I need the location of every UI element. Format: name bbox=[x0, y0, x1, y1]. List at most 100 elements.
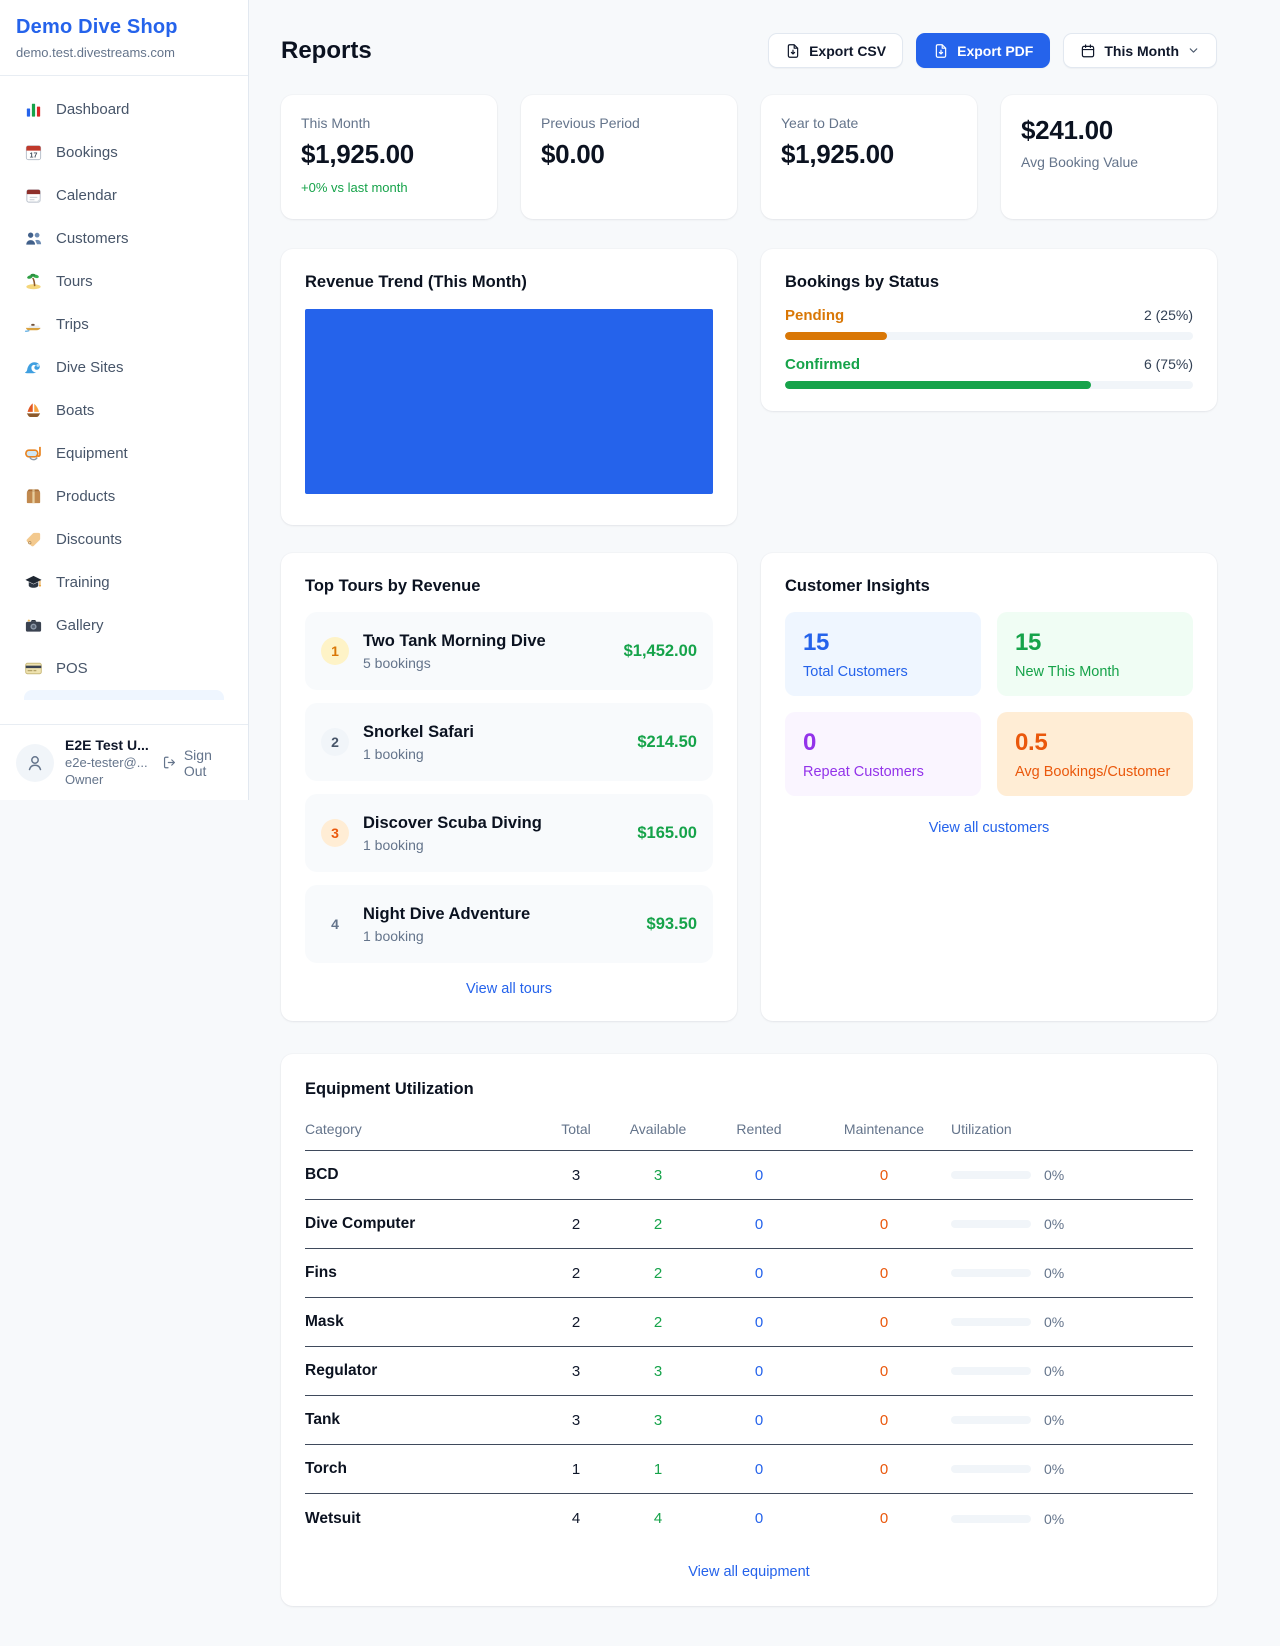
insight-label: Avg Bookings/Customer bbox=[1015, 764, 1171, 780]
period-dropdown[interactable]: This Month bbox=[1063, 33, 1217, 68]
main-content: Reports Export CSV Export PDF This Month… bbox=[249, 0, 1280, 1646]
utilization-bar-track bbox=[951, 1367, 1031, 1375]
tour-revenue: $165.00 bbox=[637, 823, 697, 842]
equipment-rented: 0 bbox=[754, 1264, 764, 1282]
tour-rows: 1 Two Tank Morning Dive 5 bookings $1,45… bbox=[305, 612, 713, 963]
tour-bookings: 5 bookings bbox=[363, 654, 431, 671]
sidebar-item-customers[interactable]: Customers bbox=[12, 217, 236, 260]
utilization-percent: 0% bbox=[1044, 1461, 1065, 1477]
sidebar-item-products[interactable]: Products bbox=[12, 475, 236, 518]
sidebar-item-label: Dashboard bbox=[56, 101, 130, 118]
top-tours-title: Top Tours by Revenue bbox=[305, 577, 481, 595]
equipment-category: Regulator bbox=[305, 1362, 378, 1379]
export-csv-button[interactable]: Export CSV bbox=[768, 33, 904, 68]
sidebar-item-equipment[interactable]: Equipment bbox=[12, 432, 236, 475]
status-progress-track bbox=[785, 332, 1193, 340]
export-pdf-button[interactable]: Export PDF bbox=[916, 33, 1051, 68]
charts-row: Revenue Trend (This Month) Bookings by S… bbox=[281, 249, 1217, 525]
utilization-percent: 0% bbox=[1044, 1510, 1065, 1527]
utilization-bar-track bbox=[951, 1220, 1031, 1228]
sidebar-item-label: Equipment bbox=[56, 445, 128, 462]
sidebar-item-trips[interactable]: Trips bbox=[12, 303, 236, 346]
equipment-available: 2 bbox=[653, 1313, 663, 1331]
utilization-percent: 0% bbox=[1044, 1363, 1065, 1379]
equipment-rented: 0 bbox=[754, 1510, 764, 1527]
status-progress-fill bbox=[785, 332, 887, 340]
customer-insights-title: Customer Insights bbox=[785, 577, 930, 595]
utilization-percent: 0% bbox=[1044, 1412, 1065, 1428]
sidebar-item-boats[interactable]: Boats bbox=[12, 389, 236, 432]
sidebar-item-calendar[interactable]: Calendar bbox=[12, 174, 236, 217]
sidebar-item-label: Gallery bbox=[56, 617, 104, 634]
revenue-trend-chart bbox=[305, 309, 713, 494]
credit-card-icon bbox=[24, 659, 43, 678]
sidebar-item-tours[interactable]: Tours bbox=[12, 260, 236, 303]
insight-tile: 15 Total Customers bbox=[785, 612, 981, 696]
equipment-total: 2 bbox=[571, 1313, 581, 1331]
utilization-bar-track bbox=[951, 1171, 1031, 1179]
speedboat-icon bbox=[24, 315, 43, 334]
sidebar-item-gallery[interactable]: Gallery bbox=[12, 604, 236, 647]
stat-card-avg-booking-value: $241.00 Avg Booking Value bbox=[1001, 95, 1217, 219]
equipment-maintenance: 0 bbox=[879, 1460, 889, 1478]
diving-mask-icon bbox=[24, 444, 43, 463]
tour-name: Night Dive Adventure bbox=[363, 904, 531, 923]
chevron-down-icon bbox=[1189, 48, 1198, 53]
equipment-utilization-cell: 0% bbox=[951, 1363, 1193, 1379]
top-tours-card: Top Tours by Revenue 1 Two Tank Morning … bbox=[281, 553, 737, 1021]
status-progress-track bbox=[785, 381, 1193, 389]
equipment-category: Mask bbox=[305, 1313, 344, 1330]
insight-label: Repeat Customers bbox=[803, 764, 924, 780]
sidebar-item-training[interactable]: Training bbox=[12, 561, 236, 604]
equipment-rented: 0 bbox=[754, 1166, 764, 1184]
equipment-category: BCD bbox=[305, 1166, 339, 1183]
sign-out-button[interactable]: Sign Out bbox=[162, 747, 232, 779]
table-row: Dive Computer 2 2 0 0 0% bbox=[305, 1200, 1193, 1249]
sidebar-nav: Dashboard 17 Bookings Calendar Customers… bbox=[0, 76, 248, 724]
utilization-bar-track bbox=[951, 1465, 1031, 1473]
calendar-icon bbox=[1082, 43, 1095, 57]
sidebar-item-reports-active-partial[interactable] bbox=[24, 690, 224, 700]
equipment-maintenance: 0 bbox=[879, 1411, 889, 1429]
equipment-total: 4 bbox=[571, 1510, 581, 1527]
sidebar-item-bookings[interactable]: 17 Bookings bbox=[12, 131, 236, 174]
table-row: Regulator 3 3 0 0 0% bbox=[305, 1347, 1193, 1396]
rank-badge: 4 bbox=[331, 916, 339, 932]
equipment-total: 2 bbox=[571, 1264, 581, 1282]
tear-off-calendar-icon bbox=[24, 186, 43, 205]
equipment-available: 4 bbox=[653, 1510, 663, 1527]
equipment-category: Torch bbox=[305, 1460, 347, 1477]
calendar-date-icon: 17 bbox=[24, 143, 43, 162]
svg-text:17: 17 bbox=[30, 151, 38, 159]
user-email: e2e-tester@... bbox=[65, 755, 148, 770]
equipment-maintenance: 0 bbox=[879, 1313, 889, 1331]
file-download-icon bbox=[935, 43, 947, 58]
user-name: E2E Test U... bbox=[65, 737, 149, 753]
status-count: 2 (25%) bbox=[1143, 307, 1193, 323]
rank-badge: 3 bbox=[321, 819, 349, 847]
page-title: Reports bbox=[281, 36, 372, 64]
utilization-bar-track bbox=[951, 1514, 1031, 1523]
sidebar-item-discounts[interactable]: Discounts bbox=[12, 518, 236, 561]
equipment-table-header: Category Total Available Rented Maintena… bbox=[305, 1115, 1193, 1151]
sidebar-item-label: Tours bbox=[56, 273, 93, 290]
shop-subdomain: demo.test.divestreams.com bbox=[16, 45, 175, 60]
table-row: Fins 2 2 0 0 0% bbox=[305, 1249, 1193, 1298]
equipment-category: Fins bbox=[305, 1264, 337, 1281]
sidebar-item-pos[interactable]: POS bbox=[12, 647, 236, 690]
view-all-customers-link[interactable]: View all customers bbox=[928, 820, 1050, 836]
equipment-table-body: BCD 3 3 0 0 0% Dive Computer 2 bbox=[305, 1151, 1193, 1543]
insights-row: Top Tours by Revenue 1 Two Tank Morning … bbox=[281, 553, 1217, 1021]
sidebar-item-dive-sites[interactable]: Dive Sites bbox=[12, 346, 236, 389]
user-info: E2E Test U... e2e-tester@... Owner bbox=[65, 737, 151, 788]
equipment-total: 2 bbox=[571, 1215, 581, 1233]
view-all-tours-link[interactable]: View all tours bbox=[466, 981, 552, 997]
equipment-utilization-cell: 0% bbox=[951, 1314, 1193, 1330]
sidebar-item-dashboard[interactable]: Dashboard bbox=[12, 88, 236, 131]
tour-row: 3 Discover Scuba Diving 1 booking $165.0… bbox=[305, 794, 713, 872]
sailboat-icon bbox=[24, 401, 43, 420]
revenue-trend-title: Revenue Trend (This Month) bbox=[305, 273, 527, 291]
view-all-equipment-link[interactable]: View all equipment bbox=[688, 1564, 810, 1580]
utilization-bar-track bbox=[951, 1318, 1031, 1326]
shop-logo[interactable]: Demo Dive Shop bbox=[16, 16, 178, 38]
